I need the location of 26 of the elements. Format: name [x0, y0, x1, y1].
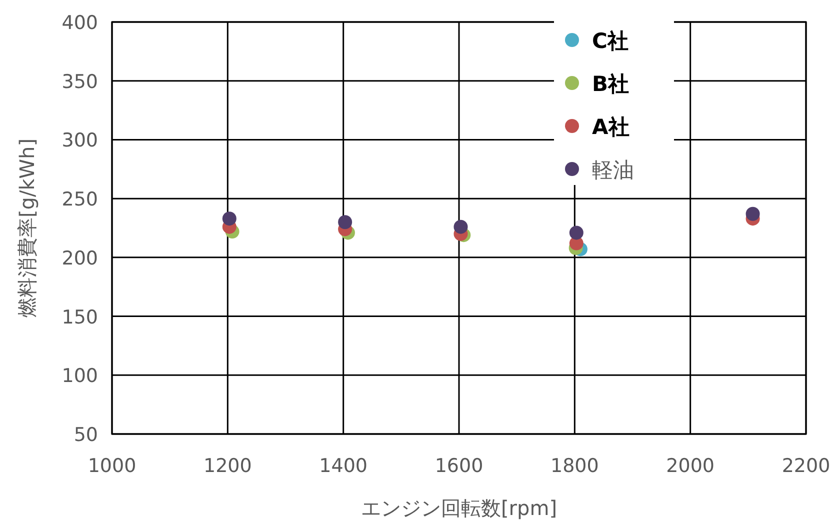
- x-tick-label: 2000: [666, 455, 715, 477]
- x-axis-title: エンジン回転数[rpm]: [360, 496, 558, 520]
- legend-label: C社: [592, 29, 628, 53]
- point: [746, 206, 760, 221]
- x-tick-label: 1400: [319, 455, 368, 477]
- y-tick-label: 150: [62, 306, 98, 328]
- legend-label: 軽油: [592, 158, 634, 182]
- x-tick-label: 1800: [550, 455, 599, 477]
- y-tick-label: 200: [62, 247, 98, 270]
- y-tick-label: 250: [62, 188, 98, 211]
- y-tick-label: 350: [62, 70, 98, 93]
- y-tick-label: 300: [62, 130, 98, 152]
- x-tick-label: 2200: [782, 455, 830, 477]
- point: [569, 226, 584, 240]
- legend-label: B社: [592, 72, 630, 96]
- y-axis-title: 燃料消費率[g/kWh]: [15, 138, 39, 318]
- x-tick-label: 1600: [434, 455, 484, 477]
- y-tick-label: 400: [62, 12, 98, 34]
- point: [454, 220, 468, 234]
- point: [222, 212, 236, 226]
- x-tick-label: 1200: [203, 455, 252, 477]
- y-tick-label: 50: [74, 424, 98, 446]
- legend-label: A社: [592, 115, 630, 139]
- point: [338, 215, 352, 230]
- x-tick-label: 1000: [88, 455, 136, 477]
- y-tick-label: 100: [62, 365, 98, 388]
